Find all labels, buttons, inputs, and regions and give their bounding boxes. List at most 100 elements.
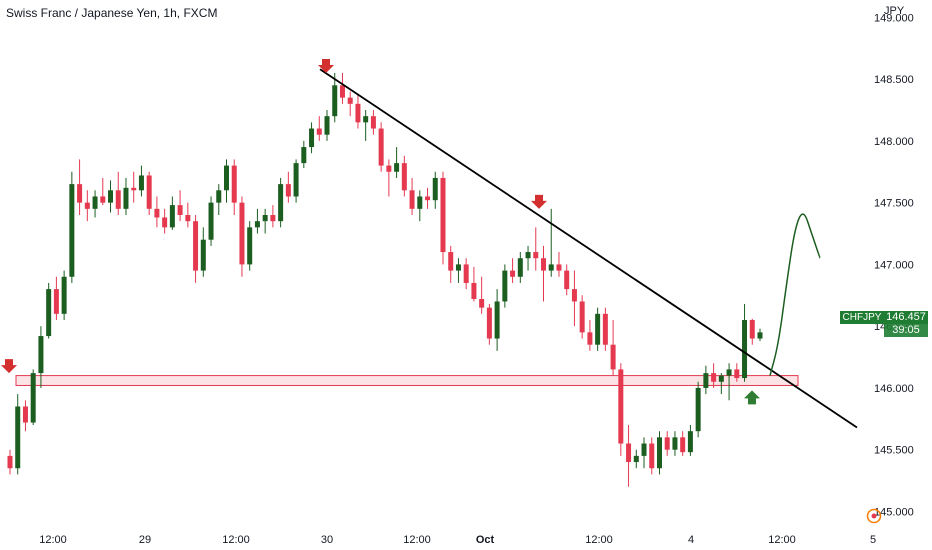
candle: [517, 252, 523, 283]
candle-body: [22, 406, 28, 423]
candle-body: [680, 437, 686, 453]
candle-body: [231, 165, 237, 203]
candle-body: [324, 116, 330, 135]
candle: [618, 363, 624, 456]
markers-group: [1, 58, 760, 405]
candle-body: [455, 264, 461, 271]
candle-body: [115, 190, 121, 209]
candle-body: [200, 239, 206, 271]
candle-body: [417, 196, 423, 209]
chart-title: Swiss Franc / Japanese Yen, 1h, FXCM: [6, 6, 218, 20]
trendline: [319, 68, 858, 429]
candle: [347, 91, 353, 117]
candle: [718, 373, 724, 395]
candle: [77, 159, 83, 215]
candle: [626, 425, 632, 487]
candle: [363, 110, 369, 141]
candle-body: [718, 375, 724, 382]
candle-body: [587, 332, 593, 345]
candle: [394, 147, 400, 178]
x-tick-label: 12:00: [403, 534, 431, 546]
badge-price: 146.457: [884, 311, 928, 324]
candle-body: [502, 270, 508, 302]
candle-body: [247, 227, 253, 265]
candle: [231, 159, 237, 215]
candle-body: [193, 221, 199, 271]
candle-body: [742, 320, 748, 379]
currency-label: JPY: [884, 5, 905, 17]
candle: [726, 363, 732, 401]
x-tick-label: 12:00: [39, 534, 67, 546]
candle: [46, 282, 52, 339]
candle-body: [162, 217, 168, 228]
y-tick-label: 147.000: [874, 259, 914, 271]
candle-body: [409, 190, 415, 209]
replay-icon[interactable]: [866, 508, 882, 524]
candle-body: [270, 215, 276, 222]
candle: [742, 303, 748, 382]
candle-body: [84, 202, 90, 209]
candle: [38, 326, 44, 388]
candle-body: [641, 443, 647, 456]
candle-body: [541, 258, 547, 271]
candle: [84, 190, 90, 222]
support-zone: [15, 375, 799, 386]
x-tick-label: 12:00: [768, 534, 796, 546]
candle: [757, 328, 763, 341]
candle: [115, 171, 121, 215]
x-tick-label: 4: [688, 534, 694, 546]
candle: [587, 320, 593, 351]
candle: [672, 431, 678, 456]
arrow-down-icon: [318, 58, 334, 73]
candle-body: [339, 85, 345, 98]
candle: [533, 227, 539, 271]
badge-countdown: 39:05: [884, 324, 928, 337]
price-badge: CHFJPY 146.457 39:05: [840, 311, 930, 337]
candle-body: [123, 187, 129, 209]
candle-body: [285, 184, 291, 197]
candle: [471, 266, 477, 302]
candle-body: [448, 252, 454, 271]
candle: [455, 258, 461, 283]
candle: [564, 264, 570, 296]
support-zone-group: [15, 375, 799, 386]
candle-body: [533, 252, 539, 259]
candle-body: [432, 177, 438, 201]
candle: [208, 196, 214, 246]
candle: [309, 122, 315, 154]
candle: [193, 215, 199, 283]
candle-body: [208, 202, 214, 240]
projection-group: [769, 213, 821, 376]
candle-body: [77, 184, 83, 203]
x-tick-label: Oct: [476, 534, 495, 546]
candle: [680, 431, 686, 456]
candle: [610, 320, 616, 376]
candle: [162, 208, 168, 234]
candle: [254, 208, 260, 234]
projection-curve: [769, 213, 821, 376]
candle-body: [46, 289, 52, 337]
candle: [53, 276, 59, 320]
candle-body: [517, 258, 523, 277]
candle: [541, 245, 547, 302]
candle: [200, 227, 206, 277]
candle: [316, 116, 322, 141]
candle-body: [301, 147, 307, 164]
candle-body: [38, 336, 44, 374]
candle-body: [378, 128, 384, 166]
candle: [548, 208, 554, 277]
candle: [69, 171, 75, 283]
candle: [355, 93, 361, 129]
candle: [734, 363, 740, 382]
candle-body: [92, 196, 98, 209]
arrow-up-icon: [744, 390, 760, 405]
candle: [138, 165, 144, 197]
x-tick-label: 29: [139, 534, 151, 546]
candle: [177, 190, 183, 222]
candle: [425, 187, 431, 209]
candle: [270, 205, 276, 228]
candle-body: [363, 116, 369, 123]
candle: [633, 449, 639, 469]
candle: [185, 202, 191, 228]
